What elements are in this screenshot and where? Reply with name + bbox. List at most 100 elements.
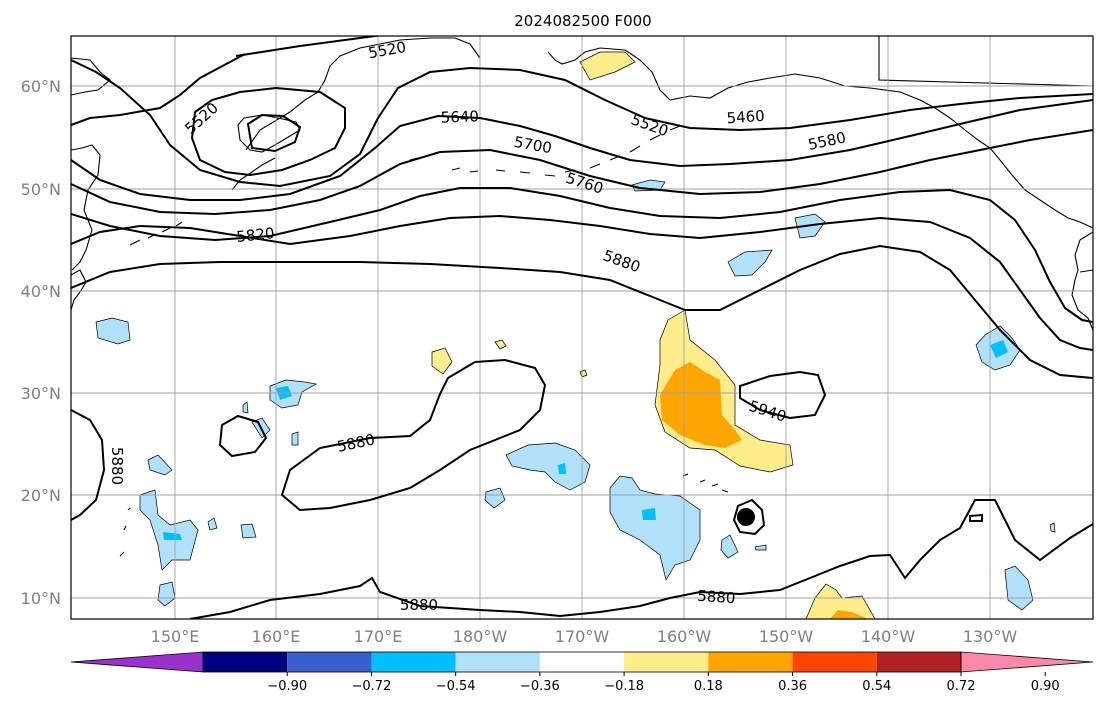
lon-label: 150°W [759,627,814,646]
storm-center-marker [737,508,755,526]
lon-label: 140°W [861,627,916,646]
north-america-coastline [1071,231,1093,331]
negative-anomaly-region [505,442,591,491]
contour-label: 5520 [629,110,671,140]
contour-line [246,113,302,153]
colorbar-segment [539,652,625,672]
north-america-coastline [1079,269,1093,273]
contour-line [235,36,383,57]
map-area [71,36,1093,619]
hawaii-islands [682,473,729,493]
contour-line [71,244,1093,379]
kamchatka-coastline [237,114,301,153]
negative-anomaly-region [720,534,739,559]
contour-label: 5520 [181,99,221,138]
colorbar-tick-label: 0.36 [778,679,807,694]
lat-label: 20°N [21,486,61,505]
lon-label: 170°E [354,627,403,646]
positive-anomaly-region [494,339,507,350]
map-frame [70,35,1094,620]
lat-label: 50°N [21,180,61,199]
contour-line [71,53,246,126]
lat-label: 30°N [21,384,61,403]
contour-line [71,187,1093,323]
contour-label: 5880 [697,587,736,608]
japan-coastline [71,57,111,96]
colorbar-tick-label: 0.90 [1031,679,1060,694]
contour-label: 5880 [400,596,438,614]
negative-anomaly-region [269,379,318,409]
negative-anomaly-region [727,249,773,277]
contour-label: 5940 [747,397,789,426]
contour-label: 5580 [806,128,847,154]
contour-label: 5700 [513,133,554,157]
kuril-islands [129,221,183,246]
canada-border [878,36,1093,87]
contour-line [732,498,766,536]
colorbar-segment [792,652,877,672]
colorbar-segment [455,652,540,672]
kamchatka-coastline [245,37,481,151]
negative-anomaly-region [240,523,257,539]
kamchatka-coastline [231,157,276,191]
height-contours [71,36,1093,619]
positive-anomaly-region [805,583,876,619]
contour-label: 5760 [564,169,606,198]
contour-line [71,99,1093,201]
contour-line [71,59,1093,188]
colorbar-tick-label: 0.54 [862,679,891,694]
lat-label: 40°N [21,282,61,301]
positive-anomaly-region [660,362,742,448]
colorbar-tick-label: −0.36 [520,679,560,694]
lon-label: 180°W [453,627,508,646]
contour-line [71,129,1093,216]
lon-label: 160°W [657,627,712,646]
negative-anomaly-region [990,340,1008,358]
contour-labels: 5520 5520 5640 5700 5760 5820 5520 5460 … [108,38,848,614]
negative-anomaly-region [147,454,173,476]
colorbar-tick-label: −0.54 [436,679,476,694]
negative-anomaly-region [242,401,249,414]
contour-line [969,513,983,522]
contour-line [280,358,547,512]
lat-label: 60°N [21,77,61,96]
colorbar-segment [203,652,288,672]
anomaly-fills [95,51,1056,619]
negative-anomaly-region [157,581,176,607]
contour-label: 5880 [335,430,376,456]
contour-label: 5640 [440,107,479,126]
colorbar-tick-label: 0.72 [947,679,976,694]
colorbar-segment [876,652,961,672]
colorbar-segment [371,652,456,672]
negative-anomaly-region [642,508,656,520]
contour-label: 5880 [601,246,643,276]
contour-line [190,86,346,177]
negative-anomaly-region [1004,565,1034,611]
negative-anomaly-region [754,544,767,551]
negative-anomaly-region [484,487,506,509]
lon-label: 170°W [555,627,610,646]
contour-label: 5520 [367,38,408,62]
map-title: 2024082500 F000 [514,12,651,30]
contour-line [189,499,1093,619]
colorbar-extend-low [70,651,204,673]
colorbar-extend-high [960,651,1094,673]
colorbar-tick-label: −0.90 [267,679,307,694]
contour-line [71,214,1093,351]
negative-anomaly-region [609,475,701,581]
colorbar-segment [708,652,793,672]
negative-anomaly-region [1049,522,1056,533]
lon-label: 160°E [252,627,301,646]
longitude-labels: 150°E 160°E 170°E 180°W 170°W 160°W 150°… [151,627,1018,646]
lat-label: 10°N [21,589,61,608]
asia-coastline [71,144,101,271]
negative-anomaly-region [558,463,566,474]
negative-anomaly-region [95,317,131,345]
contour-label: 5820 [236,224,276,246]
contour-line [218,414,268,458]
japan-coastline [71,269,87,311]
contour-line [71,409,106,521]
colorbar-segment [624,652,709,672]
gridlines [71,36,1093,619]
